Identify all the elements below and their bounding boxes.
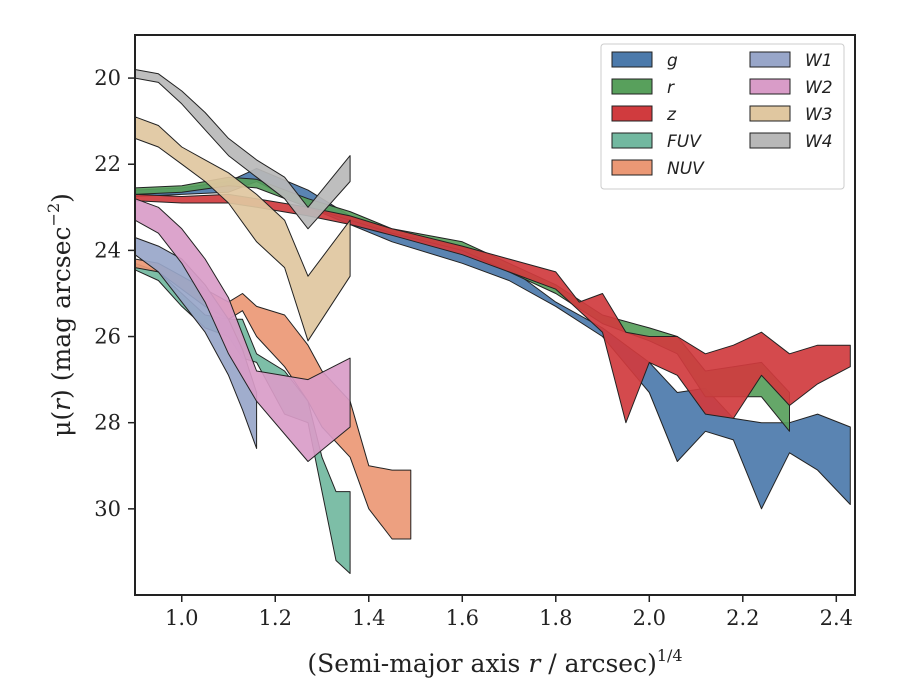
legend-swatch-w4 xyxy=(749,132,791,149)
profile-bands xyxy=(134,69,851,574)
band-w2 xyxy=(134,198,351,462)
legend-label-nuv: NUV xyxy=(667,159,705,179)
x-axis-title: (Semi-major axis r / arcsec)1/4 xyxy=(307,646,682,678)
plot-frame xyxy=(134,34,856,596)
legend-label-r: r xyxy=(667,78,675,98)
y-axis-title: μ(r) (mag arcsec−2) xyxy=(44,193,76,437)
y-tick-label: 26 xyxy=(94,325,121,349)
legend-swatch-r xyxy=(611,78,653,95)
legend-swatch-fuv xyxy=(611,132,653,149)
legend-swatch-z xyxy=(611,105,653,122)
x-tick-label: 2.2 xyxy=(726,606,759,630)
band-z xyxy=(134,193,851,424)
band-w4 xyxy=(134,69,351,230)
x-tick-label: 1.6 xyxy=(446,606,479,630)
legend-label-w3: W3 xyxy=(805,105,833,125)
legend-label-w1: W1 xyxy=(805,51,833,71)
x-tick-label: 1.2 xyxy=(259,606,292,630)
legend: grz FUV NUV W1 W2 W3 W4 xyxy=(600,43,845,190)
x-tick-label: 2.0 xyxy=(633,606,666,630)
x-tick-label: 2.4 xyxy=(820,606,853,630)
y-tick-label: 22 xyxy=(94,152,121,176)
legend-label-g: g xyxy=(667,51,678,71)
x-axis: 1.0 1.2 1.4 1.6 1.8 2.0 2.2 2.4 xyxy=(165,595,853,630)
y-axis: 20 22 24 26 28 30 xyxy=(94,66,135,521)
legend-swatch-w3 xyxy=(749,105,791,122)
legend-swatch-w2 xyxy=(749,78,791,95)
legend-label-w2: W2 xyxy=(805,78,833,98)
x-tick-label: 1.8 xyxy=(539,606,572,630)
y-tick-label: 28 xyxy=(94,411,121,435)
x-tick-label: 1.4 xyxy=(352,606,385,630)
y-tick-label: 24 xyxy=(94,238,121,262)
legend-swatch-nuv xyxy=(611,159,653,176)
legend-swatch-g xyxy=(611,51,653,68)
legend-label-fuv: FUV xyxy=(667,132,702,152)
x-tick-label: 1.0 xyxy=(165,606,198,630)
legend-label-z: z xyxy=(666,105,677,125)
legend-swatch-w1 xyxy=(749,51,791,68)
legend-label-w4: W4 xyxy=(805,132,833,152)
band-w3 xyxy=(134,116,351,342)
y-tick-label: 30 xyxy=(94,497,121,521)
y-tick-label: 20 xyxy=(94,66,121,90)
